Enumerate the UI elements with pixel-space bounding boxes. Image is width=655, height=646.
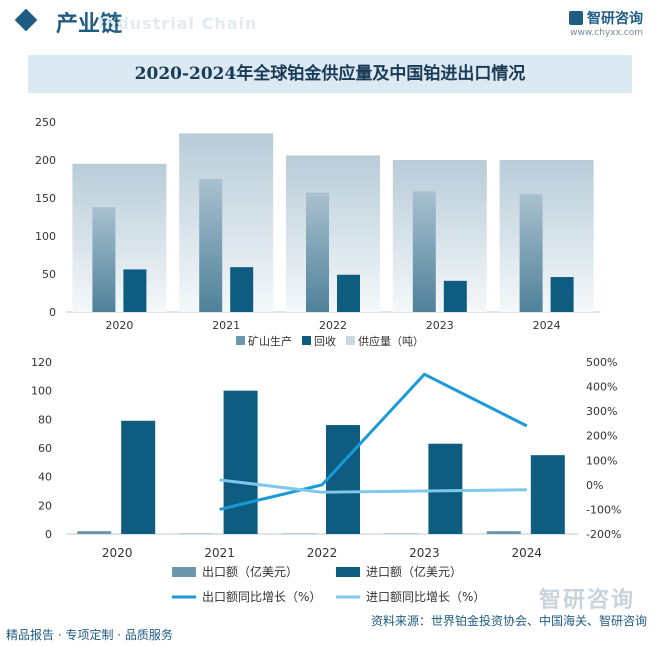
chart2-x-tick-label: 2022 bbox=[307, 546, 338, 560]
chart-title-bar: 2020-2024年全球铂金供应量及中国铂进出口情况 bbox=[28, 55, 632, 93]
chart2-y-right-tick-label: 0% bbox=[586, 479, 603, 492]
chart2-y-left-tick-label: 20 bbox=[38, 499, 52, 512]
chart2-y-left-tick-label: 100 bbox=[31, 385, 52, 398]
brand-block: 智研咨询 www.chyxx.com bbox=[569, 8, 643, 38]
chart1-bar-supply bbox=[286, 155, 380, 312]
chart1-legend-label: 矿山生产 bbox=[248, 334, 292, 348]
chart1-x-tick-label: 2021 bbox=[212, 319, 240, 332]
chart1-bar-supply bbox=[179, 133, 274, 312]
chart2-y-right-tick-label: 300% bbox=[586, 405, 617, 418]
chart1-x-tick-label: 2022 bbox=[319, 319, 347, 332]
brand-url: www.chyxx.com bbox=[570, 28, 643, 38]
chart2-y-right-tick-label: 400% bbox=[586, 381, 617, 394]
chart2-bar-import bbox=[326, 425, 360, 534]
footer: 智研咨询 精品报告 · 专项定制 · 品质服务 资料来源：世界铂金投资协会、中国… bbox=[0, 588, 655, 646]
chart2-bar-import bbox=[223, 390, 258, 534]
chart2-x-tick-label: 2024 bbox=[512, 546, 543, 560]
chart2-x-tick-label: 2021 bbox=[204, 546, 235, 560]
chart1-bar-recycle bbox=[550, 277, 574, 312]
chart1-bar-mine bbox=[199, 179, 223, 312]
charts-svg: 0501001502002502020 2021 2022 2023 2024矿山生产回… bbox=[31, 116, 621, 604]
brand-logo-icon bbox=[569, 11, 583, 25]
chart1-bar-mine bbox=[306, 192, 329, 312]
chart2-y-left-tick-label: 80 bbox=[38, 413, 52, 426]
footer-brand: 智研咨询 bbox=[538, 588, 635, 613]
chart1-bar-supply bbox=[499, 160, 594, 312]
chart2-bar-import bbox=[530, 455, 565, 534]
brand-name-text: 智研咨询 bbox=[587, 11, 643, 27]
chart2-y-left-tick-label: 0 bbox=[45, 528, 52, 541]
chart1-legend-swatch bbox=[236, 336, 245, 345]
chart-title: 2020-2024年全球铂金供应量及中国铂进出口情况 bbox=[134, 64, 526, 84]
chart2-line-export-growth bbox=[219, 372, 528, 511]
brand-name: 智研咨询 bbox=[569, 8, 643, 28]
chart1-legend-label: 供应量（吨） bbox=[358, 334, 424, 348]
chart2-legend-label: 进口额（亿美元） bbox=[366, 564, 462, 579]
chart2-bar-import bbox=[428, 443, 463, 534]
chart1-legend-swatch bbox=[302, 336, 311, 345]
chart1-x-tick-label: 2023 bbox=[426, 319, 454, 332]
chart1-bar-recycle bbox=[443, 280, 467, 312]
chart2-y-right-tick-label: -200% bbox=[586, 528, 621, 541]
chart1-bar-mine bbox=[92, 207, 116, 312]
chart2-legend-label: 进口额同比增长（%） bbox=[366, 590, 485, 604]
chart2-bar-import bbox=[121, 420, 156, 534]
chart1-y-tick-label: 250 bbox=[35, 116, 56, 129]
page-header: 产业链 Industrial Chain bbox=[0, 0, 655, 42]
chart1-bar-recycle bbox=[230, 267, 254, 312]
chart2-y-left-tick-label: 120 bbox=[31, 356, 52, 369]
chart2-line-import-growth bbox=[219, 478, 527, 494]
chart2-y-right-tick-label: 100% bbox=[586, 454, 617, 467]
chart1-y-tick-label: 0 bbox=[49, 306, 56, 319]
chart1-y-tick-label: 150 bbox=[35, 192, 56, 205]
chart2-legend-swatch bbox=[172, 567, 196, 577]
chart1-bar-recycle bbox=[337, 274, 360, 312]
chart1-bar-recycle bbox=[123, 269, 147, 312]
chart2-y-right-tick-label: -100% bbox=[586, 503, 621, 516]
chart1-bar-mine bbox=[412, 191, 436, 312]
chart1-bar-mine bbox=[519, 194, 543, 312]
chart1-y-tick-label: 50 bbox=[42, 268, 56, 281]
footer-slogan: 精品报告 · 专项定制 · 品质服务 bbox=[6, 628, 173, 642]
chart2-x-tick-label: 2023 bbox=[409, 546, 440, 560]
chart1-x-tick-label: 2024 bbox=[533, 319, 561, 332]
header-ghost-text: Industrial Chain bbox=[98, 14, 258, 33]
chart1-legend-label: 回收 bbox=[314, 334, 336, 348]
chart1-bar-supply bbox=[72, 163, 167, 312]
chart2-y-left-tick-label: 40 bbox=[38, 471, 52, 484]
chart1-legend-swatch bbox=[346, 336, 355, 345]
chart1-y-tick-label: 200 bbox=[35, 154, 56, 167]
chart1-bar-supply bbox=[392, 160, 487, 312]
chart2-legend-label: 出口额同比增长（%） bbox=[202, 590, 321, 604]
chart2-legend-swatch bbox=[336, 567, 360, 577]
chart2-y-right-tick-label: 200% bbox=[586, 430, 617, 443]
header-title: 产业链 bbox=[56, 12, 123, 37]
chart1-x-tick-label: 2020 bbox=[105, 319, 133, 332]
chart2-x-tick-label: 2020 bbox=[102, 546, 133, 560]
chart2-y-left-tick-label: 60 bbox=[38, 442, 52, 455]
chart2-legend-label: 出口额（亿美元） bbox=[202, 564, 298, 579]
chart2-y-right-tick-label: 500% bbox=[586, 356, 617, 369]
chart2-bar-export bbox=[486, 531, 521, 534]
chart1-y-tick-label: 100 bbox=[35, 230, 56, 243]
footer-source: 资料来源：世界铂金投资协会、中国海关、智研咨询 bbox=[370, 614, 647, 628]
chart2-bar-export bbox=[77, 531, 112, 534]
